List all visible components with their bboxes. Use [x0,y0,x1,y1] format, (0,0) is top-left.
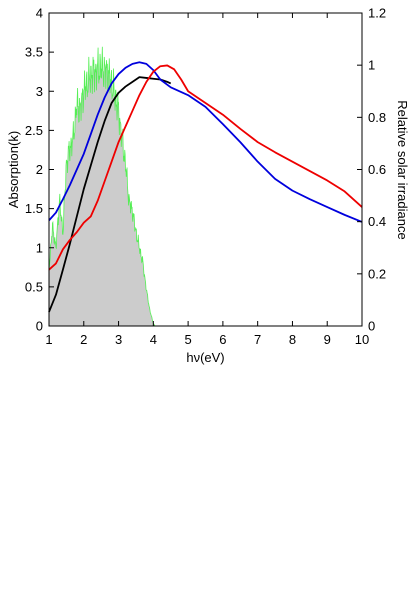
x-tick-label: 2 [80,332,87,347]
x-tick-label: 8 [289,332,296,347]
y-tick-label: 2 [36,162,43,177]
y-axis-right: 0 0.2 0.4 0.6 0.8 1 1.2 [357,6,386,334]
y-tick-label: 1.5 [25,201,43,216]
y-tick-label: 2.5 [25,123,43,138]
y-axis-label: Absorption(k) [6,131,21,208]
x-tick-label: 6 [219,332,226,347]
y2-tick-label: 0.8 [368,110,386,125]
y-tick-label: 0.5 [25,279,43,294]
y-axis-left: 0 0.5 1 1.5 2 2.5 3 3.5 4 [25,6,54,334]
x-tick-label: 1 [45,332,52,347]
y2-tick-label: 0.2 [368,266,386,281]
x-axis: 1 2 3 4 5 6 7 8 9 10 [45,13,369,347]
y2-axis-label: Relative solar irradiance [395,100,410,239]
x-tick-label: 5 [184,332,191,347]
x-tick-label: 3 [115,332,122,347]
x-axis-label: hν(eV) [186,350,224,365]
y-tick-label: 3 [36,84,43,99]
y-tick-label: 1 [36,240,43,255]
y2-tick-label: 0.6 [368,162,386,177]
y2-tick-label: 0.4 [368,214,386,229]
y2-tick-label: 0 [368,319,375,334]
series-layer [48,61,363,313]
series-line-3 [48,64,363,271]
y-tick-label: 0 [36,319,43,334]
x-tick-label: 4 [150,332,157,347]
series-line-1 [48,76,172,313]
y-tick-label: 4 [36,6,43,21]
series-line-2 [48,61,363,223]
y2-tick-label: 1.2 [368,6,386,21]
y-tick-label: 3.5 [25,45,43,60]
x-tick-label: 7 [254,332,261,347]
y2-tick-label: 1 [368,58,375,73]
x-tick-label: 10 [355,332,369,347]
x-tick-label: 9 [324,332,331,347]
